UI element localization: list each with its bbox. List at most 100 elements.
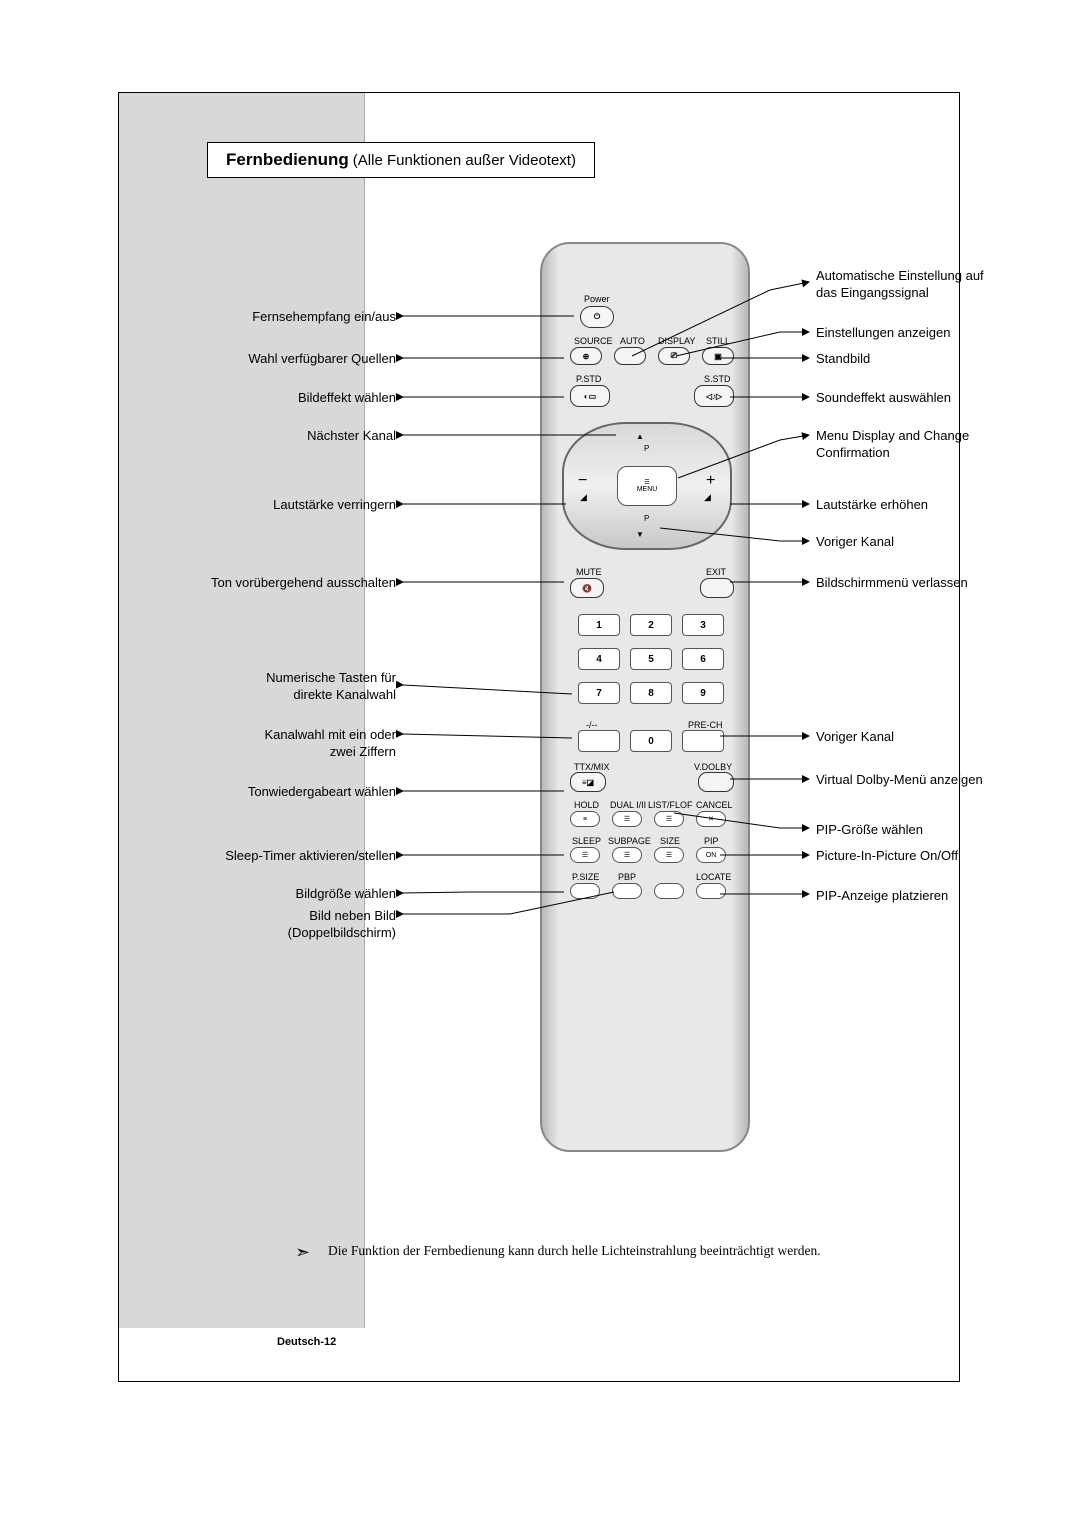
co-psize: Bildgröße wählen — [206, 886, 396, 903]
lbl-sleep: SLEEP — [572, 836, 601, 846]
btn-size[interactable]: ☰ — [654, 847, 684, 863]
btn-exit[interactable] — [700, 578, 734, 598]
btn-pip[interactable]: ON — [696, 847, 726, 863]
lbl-hold: HOLD — [574, 800, 599, 810]
lbl-size: SIZE — [660, 836, 680, 846]
lbl-power: Power — [584, 294, 610, 304]
dpad-up-icon: ▲ — [636, 432, 644, 441]
page-title: Fernbedienung (Alle Funktionen außer Vid… — [207, 142, 595, 178]
lbl-display: DISPLAY — [658, 336, 695, 346]
co-size: PIP-Größe wählen — [816, 822, 1046, 839]
co-power: Fernsehempfang ein/aus — [206, 309, 396, 326]
co-chup: Nächster Kanal — [206, 428, 396, 445]
co-pip: Picture-In-Picture On/Off — [816, 848, 1046, 865]
btn-ttx[interactable]: ≡◪ — [570, 772, 606, 792]
num-1[interactable]: 1 — [578, 614, 620, 636]
num-3[interactable]: 3 — [682, 614, 724, 636]
btn-source[interactable]: ⊕ — [570, 347, 602, 365]
btn-mute[interactable]: 🔇 — [570, 578, 604, 598]
footnote: Die Funktion der Fernbedienung kann durc… — [328, 1243, 821, 1259]
btn-blank[interactable] — [654, 883, 684, 899]
btn-psize[interactable] — [570, 883, 600, 899]
btn-auto[interactable] — [614, 347, 646, 365]
btn-menu[interactable]: ☰ MENU — [617, 466, 677, 506]
btn-vdolby[interactable] — [698, 772, 734, 792]
btn-cancel[interactable]: ✕ — [696, 811, 726, 827]
num-0[interactable]: 0 — [630, 730, 672, 752]
co-display: Einstellungen anzeigen — [816, 325, 1046, 342]
note-icon: ➣ — [295, 1242, 310, 1263]
lbl-ttx: TTX/MIX — [574, 762, 610, 772]
btn-subpage[interactable]: ☰ — [612, 847, 642, 863]
btn-locate[interactable] — [696, 883, 726, 899]
num-8[interactable]: 8 — [630, 682, 672, 704]
co-pstd: Bildeffekt wählen — [206, 390, 396, 407]
dpad-right-spk: ◢ — [704, 492, 711, 503]
btn-dual[interactable]: ☰ — [612, 811, 642, 827]
lbl-vdolby: V.DOLBY — [694, 762, 732, 772]
lbl-mute: MUTE — [576, 567, 602, 577]
btn-sleep[interactable]: ☰ — [570, 847, 600, 863]
co-locate: PIP-Anzeige platzieren — [816, 888, 1046, 905]
page-footer: Deutsch-12 — [277, 1336, 336, 1348]
co-prech: Voriger Kanal — [816, 729, 1046, 746]
lbl-source: SOURCE — [574, 336, 613, 346]
lbl-prech: PRE-CH — [688, 720, 723, 730]
co-chdown: Voriger Kanal — [816, 534, 1046, 551]
dpad-p-up: P — [644, 444, 649, 453]
co-source: Wahl verfügbarer Quellen — [206, 351, 396, 368]
num-9[interactable]: 9 — [682, 682, 724, 704]
num-2[interactable]: 2 — [630, 614, 672, 636]
lbl-cancel: CANCEL — [696, 800, 733, 810]
btn-pbp[interactable] — [612, 883, 642, 899]
co-sleep: Sleep-Timer aktivieren/stellen — [180, 848, 396, 865]
co-voldown: Lautstärke verringern — [206, 497, 396, 514]
title-rest: (Alle Funktionen außer Videotext) — [353, 152, 576, 169]
co-num1: Numerische Tasten für direkte Kanalwahl — [206, 670, 396, 704]
num-5[interactable]: 5 — [630, 648, 672, 670]
co-still: Standbild — [816, 351, 1046, 368]
co-mute: Ton vorübergehend ausschalten — [170, 575, 396, 592]
num-4[interactable]: 4 — [578, 648, 620, 670]
co-sstd: Soundeffekt auswählen — [816, 390, 1046, 407]
co-exit: Bildschirmmenü verlassen — [816, 575, 1046, 592]
lbl-pip: PIP — [704, 836, 719, 846]
btn-pstd[interactable]: ◐▭ — [570, 385, 610, 407]
lbl-dash: -/-- — [586, 720, 598, 730]
btn-prech[interactable] — [682, 730, 724, 752]
num-7[interactable]: 7 — [578, 682, 620, 704]
remote-body: Power ⏻ SOURCE AUTO DISPLAY STILL ⊕ ⎚ ▣ … — [540, 242, 750, 1152]
btn-listflof[interactable]: ☰ — [654, 811, 684, 827]
btn-hold[interactable]: ≡ — [570, 811, 600, 827]
lbl-menu: MENU — [637, 486, 658, 493]
lbl-exit: EXIT — [706, 567, 726, 577]
dpad: ▲ P − + ◢ ◢ ☰ MENU P ▼ — [562, 422, 732, 550]
btn-sstd[interactable]: ◁♪▷ — [694, 385, 734, 407]
lbl-pbp: PBP — [618, 872, 636, 882]
co-vdolby: Virtual Dolby-Menü anzeigen — [816, 772, 1046, 789]
dpad-left-spk: ◢ — [580, 492, 587, 503]
btn-display[interactable]: ⎚ — [658, 347, 690, 365]
co-pbp: Bild neben Bild (Doppelbildschirm) — [206, 908, 396, 942]
btn-still[interactable]: ▣ — [702, 347, 734, 365]
lbl-listflof: LIST/FLOF — [648, 800, 693, 810]
co-menu: Menu Display and Change Confirmation — [816, 428, 1046, 462]
btn-power[interactable]: ⏻ — [580, 306, 614, 328]
co-ttx: Tonwiedergabeart wählen — [206, 784, 396, 801]
co-digit: Kanalwahl mit ein oder zwei Ziffern — [206, 727, 396, 761]
lbl-pstd: P.STD — [576, 374, 601, 384]
co-volup: Lautstärke erhöhen — [816, 497, 1046, 514]
num-6[interactable]: 6 — [682, 648, 724, 670]
lbl-subpage: SUBPAGE — [608, 836, 651, 846]
lbl-still: STILL — [706, 336, 730, 346]
lbl-psize: P.SIZE — [572, 872, 599, 882]
title-bold: Fernbedienung — [226, 150, 349, 170]
dpad-down-icon: ▼ — [636, 530, 644, 539]
lbl-locate: LOCATE — [696, 872, 731, 882]
lbl-sstd: S.STD — [704, 374, 731, 384]
dpad-p-dn: P — [644, 514, 649, 523]
lbl-dual: DUAL I/II — [610, 800, 646, 810]
co-auto: Automatische Einstellung auf das Eingang… — [816, 268, 1046, 302]
btn-dash[interactable] — [578, 730, 620, 752]
dpad-plus: + — [706, 472, 715, 490]
